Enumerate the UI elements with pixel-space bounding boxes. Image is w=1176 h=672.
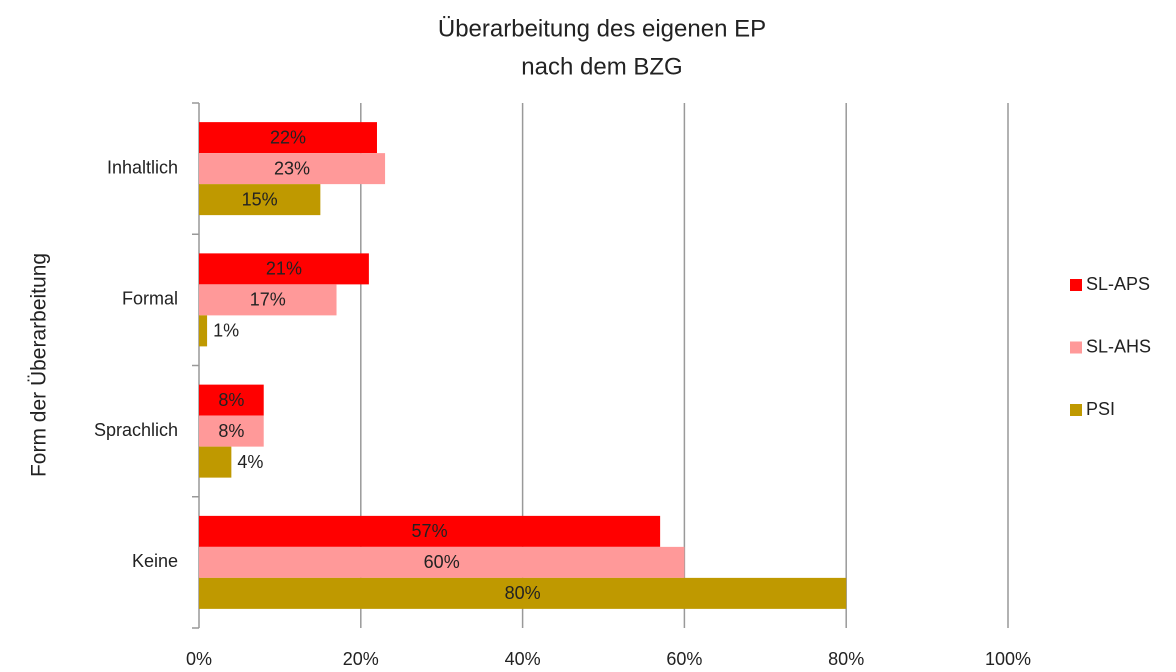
x-tick-label: 100% [985,649,1031,669]
x-tick-label: 20% [343,649,379,669]
bar [199,284,337,316]
x-tick-label: 0% [186,649,212,669]
legend-label: SL-AHS [1086,336,1151,356]
bar [199,122,377,154]
bar [199,515,661,547]
bar [199,415,264,447]
bar [199,153,386,185]
data-label: 17% [250,290,286,310]
chart-title: nach dem BZG [521,53,682,80]
legend-swatch [1070,341,1082,354]
chart-title: Überarbeitung des eigenen EP [438,15,766,42]
data-label: 80% [505,583,541,603]
data-label: 15% [242,189,278,209]
y-tick-label: Formal [122,289,178,309]
data-label: 21% [266,259,302,279]
bar [199,384,264,416]
x-tick-label: 40% [505,649,541,669]
x-tick-label: 60% [666,649,702,669]
bar [199,446,232,478]
bar [199,315,208,347]
data-label: 60% [424,552,460,572]
legend-label: SL-APS [1086,274,1150,294]
bar [199,253,369,285]
bar [199,546,685,578]
legend-label: PSI [1086,399,1115,419]
y-tick-label: Sprachlich [94,420,178,440]
y-tick-label: Keine [132,551,178,571]
y-axis-title: Form der Überarbeitung [28,253,51,477]
bar [199,577,847,609]
x-tick-label: 80% [828,649,864,669]
legend-swatch [1070,279,1082,291]
y-tick-label: Inhaltlich [107,157,178,177]
data-label: 1% [213,321,239,341]
data-label: 23% [274,158,310,178]
data-label: 8% [218,390,244,410]
bar [199,184,321,216]
legend-swatch [1070,404,1082,416]
data-label: 8% [218,421,244,441]
data-label: 22% [270,127,306,147]
data-label: 4% [237,452,263,472]
data-label: 57% [412,521,448,541]
